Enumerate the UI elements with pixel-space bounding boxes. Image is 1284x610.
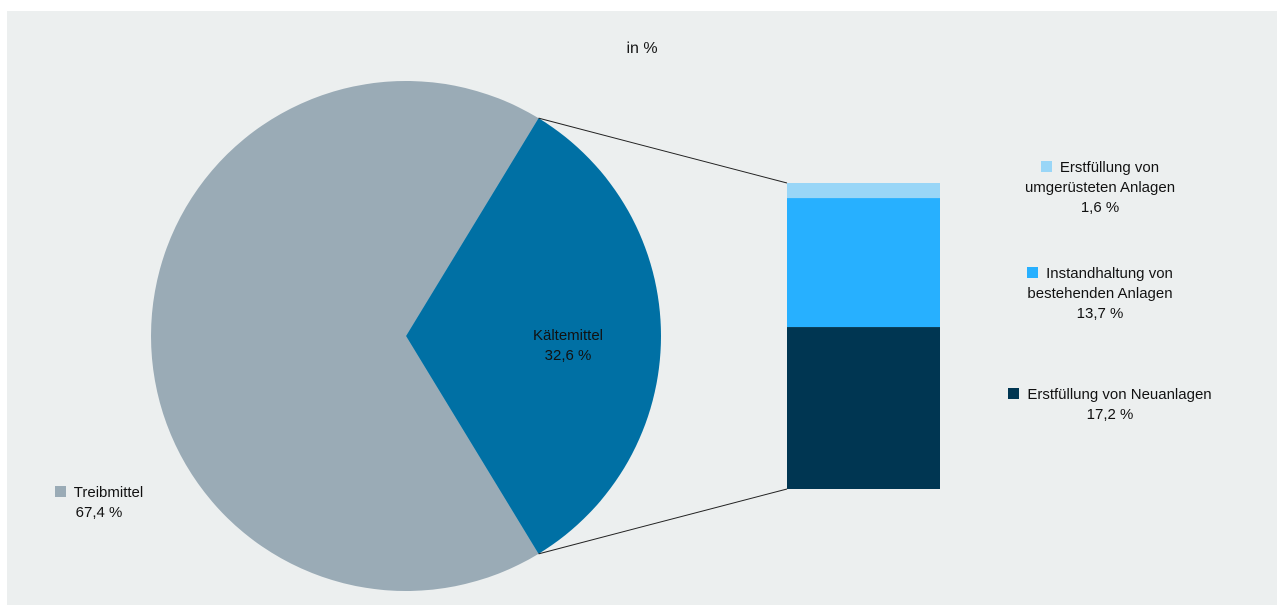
legend-value-treibmittel: 67,4 % <box>75 504 123 521</box>
legend-label-erstfuellung-umgeruestet-2: umgerüsteten Anlagen <box>1024 179 1176 196</box>
legend-swatch-erstfuellung-neuanlagen <box>1008 388 1020 399</box>
connector-line-top <box>538 117 788 184</box>
legend-erstfuellung-neuanlagen: Erstfüllung von Neuanlagen 17,2 % <box>980 385 1240 425</box>
pie-slice-treibmittel <box>151 81 539 592</box>
legend-value-erstfuellung-neuanlagen: 17,2 % <box>1086 406 1134 423</box>
legend-swatch-treibmittel <box>54 486 66 497</box>
kaeltemittel-value: 32,6 % <box>544 347 592 364</box>
legend-label-treibmittel: Treibmittel <box>73 484 144 501</box>
legend-treibmittel: Treibmittel 67,4 % <box>34 483 164 523</box>
legend-label-erstfuellung-umgeruestet-1: Erstfüllung von <box>1059 159 1160 176</box>
stack-segment-0 <box>787 183 940 199</box>
legend-label-instandhaltung-1: Instandhaltung von <box>1046 265 1173 282</box>
legend-instandhaltung: Instandhaltung von bestehenden Anlagen 1… <box>980 264 1220 324</box>
legend-label-instandhaltung-2: bestehenden Anlagen <box>1027 285 1173 302</box>
legend-value-erstfuellung-umgeruestet: 1,6 % <box>1080 199 1120 216</box>
stack-segment-2 <box>787 327 940 489</box>
pie-slice-kaeltemittel <box>406 118 661 554</box>
legend-erstfuellung-umgeruestet: Erstfüllung von umgerüsteten Anlagen 1,6… <box>980 158 1220 218</box>
legend-swatch-instandhaltung <box>1027 267 1039 278</box>
connector-line-bottom <box>538 488 788 555</box>
kaeltemittel-name: Kältemittel <box>532 327 604 344</box>
stack-segment-1 <box>787 198 940 328</box>
chart-subtitle: in % <box>626 40 658 57</box>
legend-swatch-erstfuellung-umgeruestet <box>1040 161 1052 172</box>
kaeltemittel-label: Kältemittel 32,6 % <box>503 326 633 366</box>
legend-value-instandhaltung: 13,7 % <box>1076 305 1124 322</box>
legend-label-erstfuellung-neuanlagen: Erstfüllung von Neuanlagen <box>1027 386 1212 403</box>
